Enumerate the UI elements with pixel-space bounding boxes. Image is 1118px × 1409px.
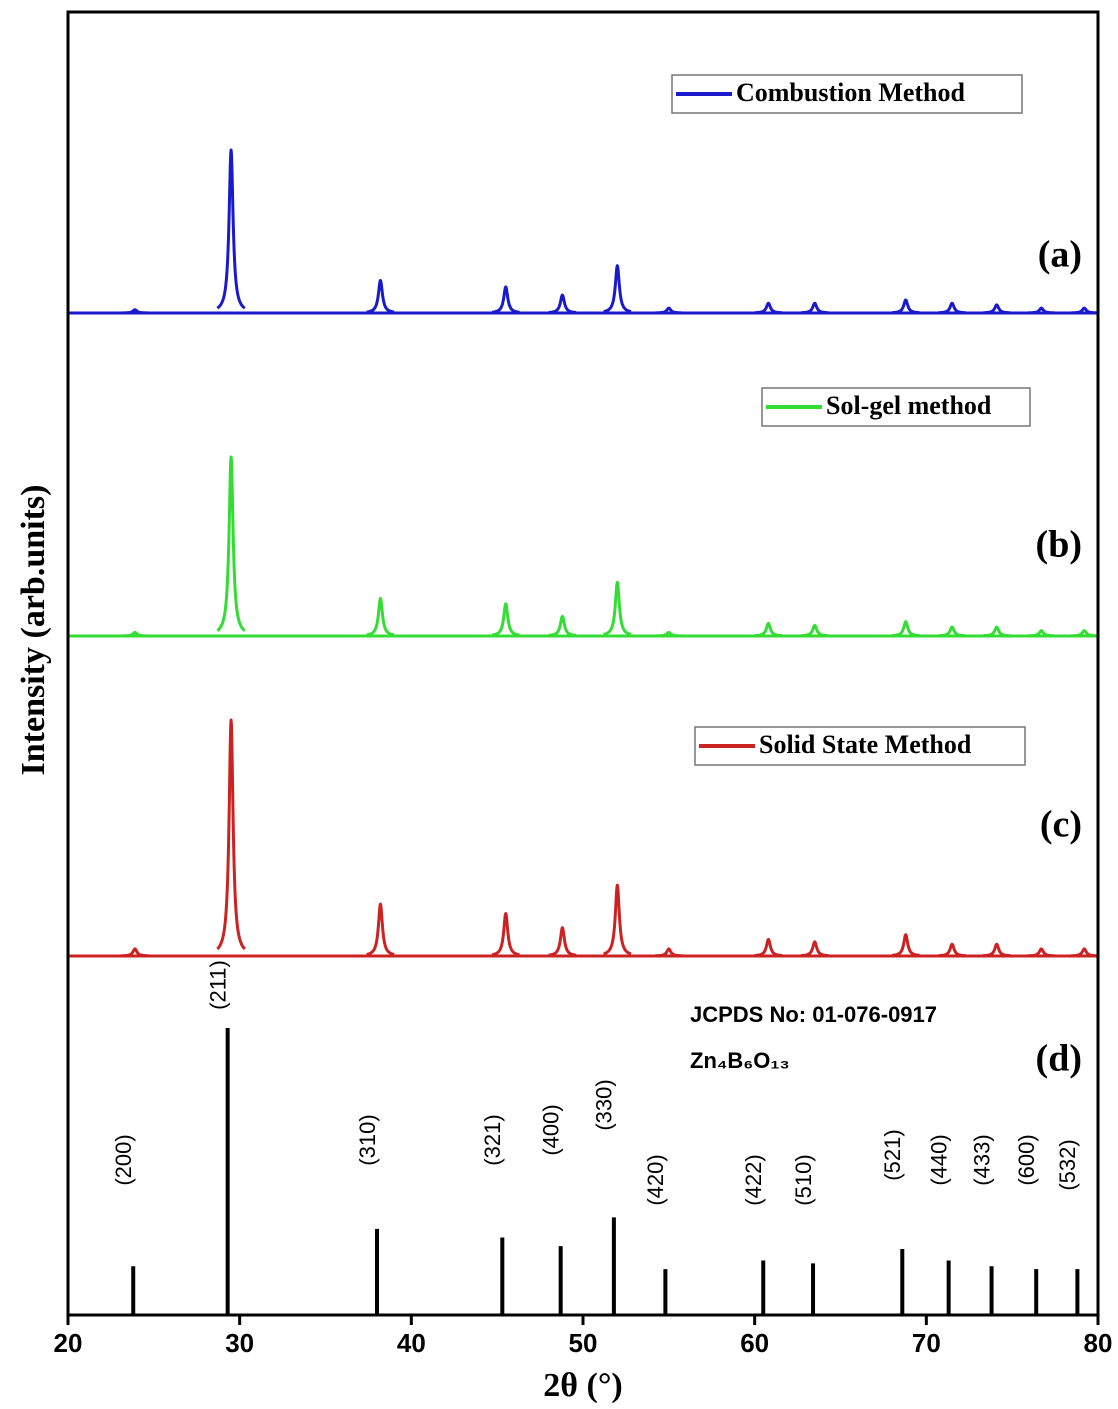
peak	[753, 937, 784, 958]
peak	[547, 293, 578, 314]
peak	[365, 278, 396, 314]
peak	[890, 298, 921, 315]
peak	[799, 301, 830, 315]
peak	[1069, 306, 1100, 315]
hkl-label: (330)	[592, 1079, 617, 1130]
x-tick-label: 70	[912, 1328, 941, 1358]
hkl-label: (310)	[355, 1114, 380, 1165]
hkl-label: (200)	[111, 1134, 136, 1185]
legend-label: Solid State Method	[759, 730, 972, 759]
peak	[365, 596, 396, 637]
peak	[981, 942, 1012, 958]
peak	[216, 148, 246, 310]
peak	[216, 718, 246, 951]
hkl-label: (422)	[741, 1154, 766, 1205]
peak	[120, 947, 150, 958]
peak	[799, 940, 830, 958]
legend-label: Combustion Method	[736, 78, 966, 107]
panel-label: (b)	[1036, 524, 1082, 566]
peak	[602, 580, 633, 636]
peak	[890, 620, 921, 638]
hkl-label: (600)	[1014, 1134, 1039, 1185]
peak	[547, 614, 578, 637]
hkl-label: (400)	[538, 1104, 563, 1155]
x-tick-label: 50	[569, 1328, 598, 1358]
peak	[653, 306, 684, 315]
peak	[1069, 947, 1100, 958]
peak	[981, 625, 1012, 638]
x-tick-label: 30	[225, 1328, 254, 1358]
peak	[753, 301, 784, 315]
peak	[490, 602, 521, 637]
peak	[1026, 947, 1057, 958]
peak	[653, 630, 684, 638]
hkl-label: (433)	[969, 1134, 994, 1185]
peak	[490, 912, 521, 957]
peak	[937, 301, 967, 315]
hkl-label: (211)	[205, 960, 230, 1010]
hkl-label: (521)	[880, 1129, 905, 1180]
peak	[602, 264, 633, 314]
peak	[365, 902, 396, 956]
peak	[602, 883, 633, 956]
panel-label: (c)	[1040, 804, 1082, 846]
panel-label: (a)	[1038, 234, 1082, 276]
reference-formula: Zn₄B₆O₁₃	[690, 1048, 790, 1073]
peak	[753, 621, 784, 638]
panel-label: (d)	[1036, 1038, 1082, 1080]
hkl-label: (420)	[643, 1154, 668, 1205]
peak	[1026, 306, 1057, 315]
peak	[981, 303, 1012, 315]
x-axis-label: 2θ (°)	[543, 1367, 623, 1404]
x-tick-label: 60	[740, 1328, 769, 1358]
peak	[120, 308, 150, 315]
reference-name: JCPDS No: 01-076-0917	[690, 1002, 937, 1027]
peak	[490, 285, 521, 314]
hkl-label: (532)	[1055, 1139, 1080, 1190]
hkl-label: (440)	[926, 1134, 951, 1185]
hkl-label: (321)	[480, 1114, 505, 1165]
peak	[1069, 629, 1100, 638]
peak	[216, 455, 246, 632]
hkl-label: (510)	[791, 1154, 816, 1205]
peak	[937, 625, 967, 638]
x-tick-label: 40	[397, 1328, 426, 1358]
peak	[547, 926, 578, 957]
peak	[120, 630, 150, 638]
peak	[653, 947, 684, 958]
peak	[799, 623, 830, 638]
x-tick-label: 20	[54, 1328, 83, 1358]
plot-frame	[66, 10, 1100, 1317]
x-tick-label: 80	[1084, 1328, 1113, 1358]
legend-label: Sol-gel method	[826, 391, 992, 420]
peak	[1026, 629, 1057, 638]
peak	[890, 933, 921, 957]
peak	[937, 942, 967, 958]
y-axis-label: Intensity (arb.units)	[15, 485, 52, 776]
